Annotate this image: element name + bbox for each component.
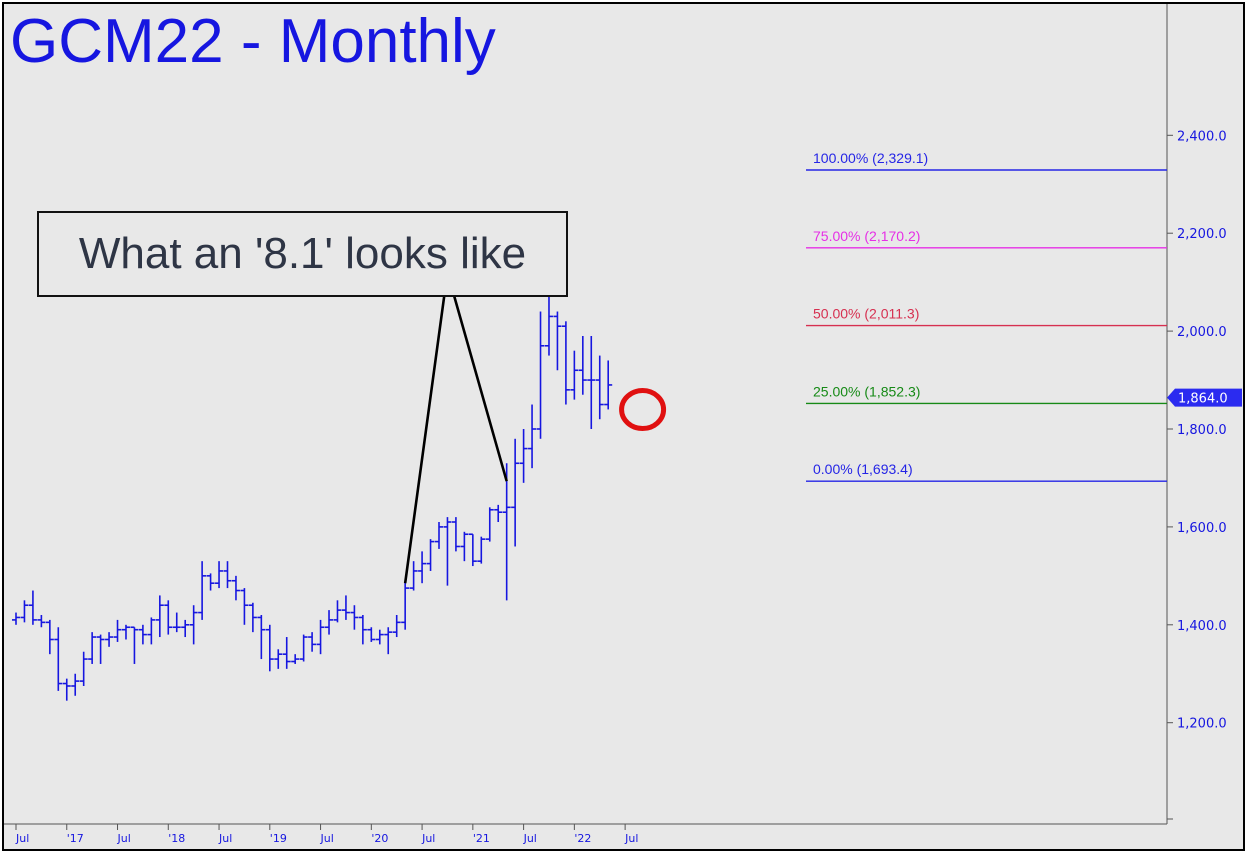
x-tick-label: Jul: [15, 832, 29, 845]
y-tick-label: 2,000.0: [1177, 325, 1227, 340]
y-tick-label: 1,400.0: [1177, 619, 1227, 634]
fib-level-label: 75.00% (2,170.2): [813, 228, 920, 244]
x-tick-label: Jul: [624, 832, 638, 845]
x-tick-label: Jul: [117, 832, 131, 845]
fib-level-label: 50.00% (2,011.3): [813, 306, 919, 322]
highlight-circle: [619, 388, 667, 432]
annotation-text: What an '8.1' looks like: [78, 229, 527, 278]
fib-level-label: 100.00% (2,329.1): [813, 150, 928, 166]
current-price-tag: [1167, 388, 1242, 407]
x-tick-label: '20: [371, 832, 388, 845]
x-tick-label: Jul: [421, 832, 435, 845]
y-tick-label: 1,600.0: [1177, 521, 1227, 536]
chart-title: GCM22 - Monthly: [10, 7, 496, 76]
x-tick-label: '17: [67, 832, 84, 845]
chart-canvas: 1,200.0 1,400.0 1,600.0 1,800.0 2,000.0 2,200…: [4, 4, 1242, 845]
x-tick-label: '19: [270, 832, 287, 845]
y-tick-label: 1,800.0: [1177, 423, 1227, 438]
x-tick-label: Jul: [218, 832, 232, 845]
annotation-box: What an '8.1' looks like: [37, 211, 568, 297]
x-tick-label: Jul: [523, 832, 537, 845]
fib-level-label: 25.00% (1,852.3): [813, 383, 920, 399]
x-tick-label: '21: [473, 832, 490, 845]
x-tick-label: '22: [574, 832, 591, 845]
fib-level-label: 0.00% (1,693.4): [813, 461, 913, 477]
y-tick-label: 2,400.0: [1177, 129, 1227, 144]
x-tick-label: Jul: [320, 832, 334, 845]
current-price-label: 1,864.0: [1178, 392, 1228, 407]
x-tick-label: '18: [168, 832, 185, 845]
y-tick-label: 2,200.0: [1177, 227, 1227, 242]
y-tick-label: 1,200.0: [1177, 717, 1227, 732]
